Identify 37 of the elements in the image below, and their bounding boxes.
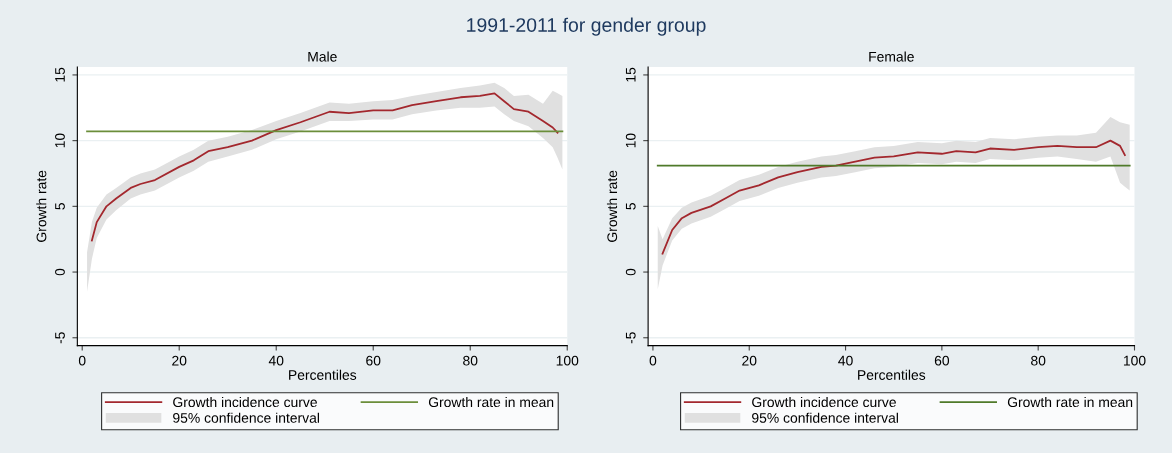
y-tick-label: 10 <box>625 133 636 148</box>
y-tick-label: 5 <box>625 203 636 210</box>
x-tick-label: 80 <box>463 355 478 366</box>
chart-title: Male <box>308 51 337 62</box>
y-tick-label: 5 <box>55 203 65 210</box>
x-axis-title: Percentiles <box>858 369 926 380</box>
legend-label: Growth rate in mean <box>1007 396 1133 408</box>
x-tick-label: 80 <box>1031 355 1046 366</box>
y-tick-label: 0 <box>55 268 65 276</box>
x-tick-label: 100 <box>556 355 579 366</box>
x-tick-label: 40 <box>268 355 284 366</box>
x-tick-label: 0 <box>78 355 86 366</box>
chart-title: Female <box>869 51 914 62</box>
text: 95% confidence interval <box>173 412 319 423</box>
x-tick-label: 60 <box>366 355 381 366</box>
x-tick-label: 20 <box>172 355 187 366</box>
text: 1991-2011 for gender group <box>467 17 706 36</box>
y-tick-label: 15 <box>55 67 65 82</box>
y-axis-title: Growth rate <box>606 170 618 242</box>
line-series <box>90 92 559 242</box>
y-tick-label: 10 <box>55 133 65 148</box>
y-tick-label: 0 <box>625 268 636 276</box>
legend-label: Growth incidence curve <box>173 396 317 408</box>
legend-label: Growth rate in mean <box>428 396 554 408</box>
legend-label: Growth incidence curve <box>752 396 896 408</box>
x-tick-label: 20 <box>742 355 757 366</box>
x-tick-label: 60 <box>934 355 950 366</box>
y-axis-title: Growth rate <box>36 170 47 242</box>
line-series <box>661 139 1126 255</box>
x-tick-label: 0 <box>649 355 657 366</box>
y-tick-label: -5 <box>55 332 65 344</box>
x-tick-label: 40 <box>838 355 853 366</box>
y-tick-label: 15 <box>625 67 636 82</box>
x-axis-title: Percentiles <box>289 369 357 380</box>
x-tick-label: 100 <box>1123 355 1146 366</box>
text: 95% confidence interval <box>752 412 898 423</box>
y-tick-label: -5 <box>625 332 636 344</box>
